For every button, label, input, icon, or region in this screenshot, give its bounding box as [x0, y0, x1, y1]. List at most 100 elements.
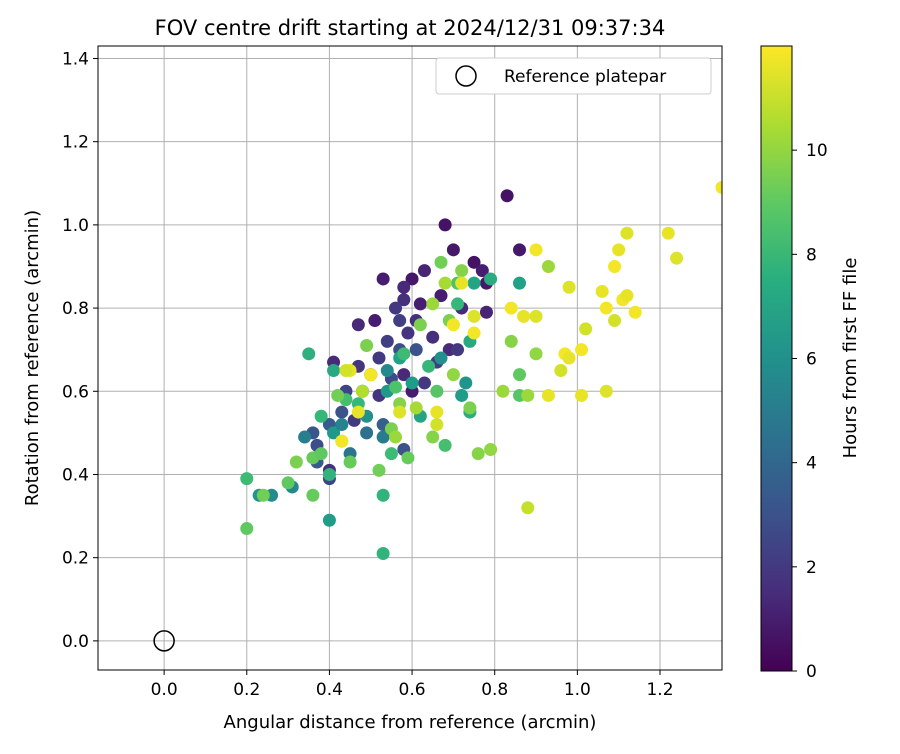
data-point [446, 368, 460, 382]
x-tick-label: 0.4 [316, 680, 343, 700]
data-point [430, 405, 444, 419]
data-point [306, 488, 320, 502]
colorbar-ticks: 0 2 4 6 8 10 [792, 141, 828, 682]
data-point [397, 280, 411, 294]
data-point [351, 318, 365, 332]
data-point [405, 272, 419, 286]
data-point [496, 384, 510, 398]
data-point [484, 272, 498, 286]
data-point [327, 363, 341, 377]
data-point [289, 455, 303, 469]
reference-platepar-point [153, 630, 175, 652]
data-point [595, 284, 609, 298]
data-point [376, 488, 390, 502]
data-point [446, 318, 460, 332]
legend-box [435, 57, 712, 95]
y-tick-label: 1.4 [62, 49, 89, 69]
plot-frame [97, 45, 723, 671]
data-point [389, 380, 403, 394]
colorbar-tick-label: 4 [806, 454, 817, 474]
data-point [562, 280, 576, 294]
data-point [628, 305, 642, 319]
data-point [417, 376, 431, 390]
data-point [467, 255, 481, 269]
data-point [389, 301, 403, 315]
data-point [389, 430, 403, 444]
data-point [426, 297, 440, 311]
data-point [455, 276, 469, 290]
colorbar-tick-label: 0 [806, 662, 817, 682]
data-point [670, 251, 684, 265]
data-point [529, 309, 543, 323]
x-tick-label: 1.0 [564, 680, 591, 700]
data-point [500, 189, 514, 203]
data-point [554, 363, 568, 377]
data-point [513, 276, 527, 290]
y-tick-label: 1.0 [62, 216, 89, 236]
data-point [397, 293, 411, 307]
data-point [413, 297, 427, 311]
data-point [599, 301, 613, 315]
data-point [281, 476, 295, 490]
data-point [471, 447, 485, 461]
data-point [475, 264, 489, 278]
data-point [331, 388, 345, 402]
legend-label: Reference platepar [504, 67, 666, 87]
data-point [376, 547, 390, 561]
x-axis-label: Angular distance from reference (arcmin) [224, 712, 597, 733]
data-point [401, 451, 415, 465]
data-point [579, 322, 593, 336]
data-point [426, 330, 440, 344]
y-axis-ticks: 0.0 0.2 0.4 0.6 0.8 1.0 1.2 1.4 [62, 49, 98, 652]
data-point [484, 443, 498, 457]
data-point [322, 513, 336, 527]
data-point [541, 259, 555, 273]
data-point [409, 343, 423, 357]
x-tick-label: 0.0 [151, 680, 178, 700]
data-point [339, 363, 353, 377]
y-tick-label: 1.2 [62, 133, 89, 153]
data-point [446, 243, 460, 257]
colorbar-tick-label: 8 [806, 245, 817, 265]
y-tick-label: 0.0 [62, 632, 89, 652]
data-point [380, 363, 394, 377]
data-point [438, 438, 452, 452]
data-point [397, 347, 411, 361]
data-point [409, 401, 423, 415]
data-point [479, 305, 493, 319]
x-tick-label: 0.2 [233, 680, 260, 700]
data-point [393, 314, 407, 328]
data-point [430, 384, 444, 398]
data-point [513, 243, 527, 257]
y-tick-label: 0.2 [62, 549, 89, 569]
data-point [715, 180, 722, 194]
data-point [620, 289, 634, 303]
data-point [430, 418, 444, 432]
data-point [397, 368, 411, 382]
data-point [335, 434, 349, 448]
data-point [661, 226, 675, 240]
legend-marker-icon [455, 65, 477, 87]
data-point [335, 405, 349, 419]
data-point [351, 405, 365, 419]
data-point [529, 243, 543, 257]
data-point [434, 289, 448, 303]
colorbar-tick-label: 10 [806, 141, 828, 161]
data-point [521, 388, 535, 402]
data-point [467, 309, 481, 323]
data-point [438, 276, 452, 290]
data-point [384, 447, 398, 461]
data-point [327, 426, 341, 440]
data-point [376, 272, 390, 286]
data-point [562, 351, 576, 365]
data-point [240, 472, 254, 486]
data-point [451, 297, 465, 311]
data-point [455, 388, 469, 402]
data-point [256, 488, 270, 502]
data-point [455, 264, 469, 278]
data-point [298, 430, 312, 444]
data-point [459, 376, 473, 390]
data-point [434, 255, 448, 269]
data-point [467, 276, 481, 290]
colorbar: 0 2 4 6 8 10 Hours from first FF file [760, 45, 861, 682]
